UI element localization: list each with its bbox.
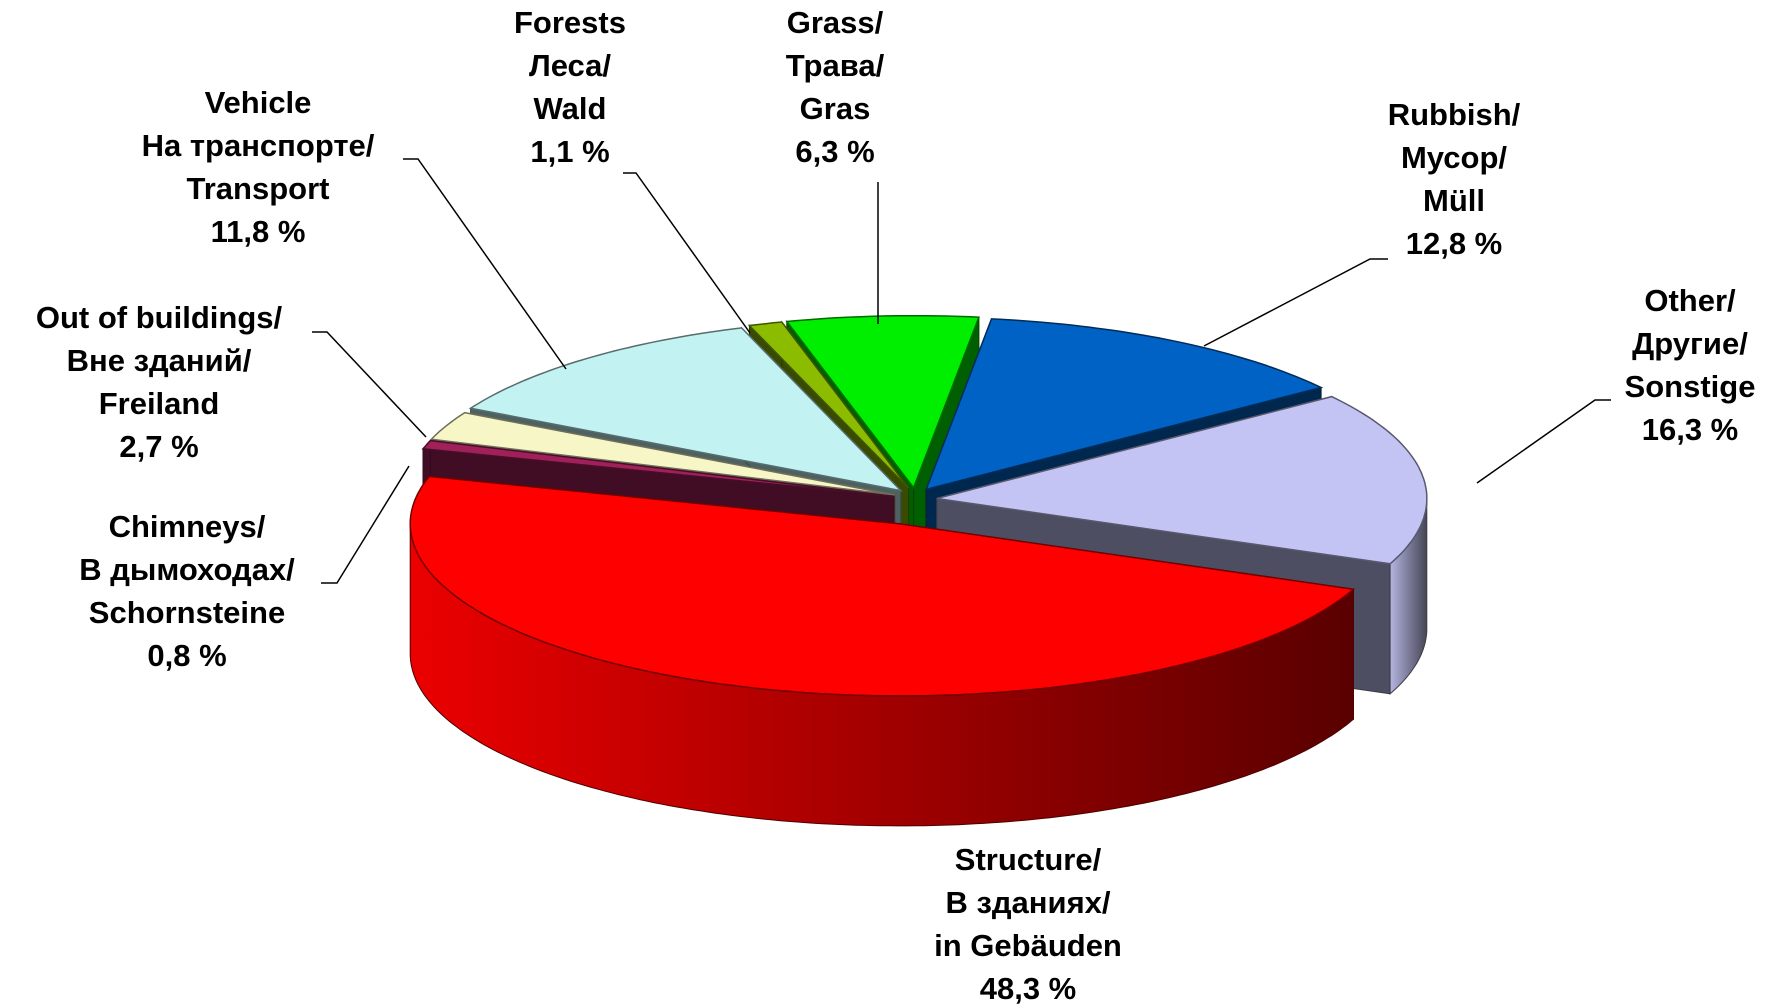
- slice-label: Transport: [187, 171, 330, 206]
- slice-label: Sonstige: [1625, 369, 1756, 404]
- leader-line: [321, 465, 410, 584]
- slice: [429, 411, 896, 496]
- slice-label: Vehicle: [205, 85, 312, 120]
- slice: [421, 439, 895, 498]
- value-label: 2,7 %: [119, 429, 198, 464]
- slice-label: В зданиях/: [945, 885, 1110, 920]
- slice-label: Forests: [514, 5, 626, 40]
- slice-label: Wald: [534, 91, 607, 126]
- slice-label: Другие/: [1632, 326, 1748, 361]
- slice-label: Schornsteine: [89, 595, 285, 630]
- value-label: 6,3 %: [795, 134, 874, 169]
- value-label: 16,3 %: [1642, 412, 1739, 447]
- slice-label: На транспорте/: [142, 128, 375, 163]
- slice-label: Freiland: [99, 386, 220, 421]
- slice-label: Out of buildings/: [36, 300, 283, 335]
- slice-label: Grass/: [787, 5, 884, 40]
- slice-label: Трава/: [786, 48, 885, 83]
- slice-label: Chimneys/: [109, 509, 266, 544]
- slice-label: В дымоходах/: [79, 552, 295, 587]
- slice: [924, 318, 1324, 491]
- value-label: 12,8 %: [1406, 226, 1503, 261]
- slice: [468, 327, 904, 492]
- slice-label: Вне зданий/: [67, 343, 252, 378]
- slice-label: Other/: [1644, 283, 1736, 318]
- value-label: 1,1 %: [530, 134, 609, 169]
- slice: [936, 395, 1428, 565]
- value-label: 11,8 %: [211, 214, 306, 249]
- leader-line: [312, 331, 427, 438]
- leader-line: [403, 158, 567, 370]
- slice-label: Müll: [1423, 183, 1485, 218]
- slice: [785, 314, 980, 490]
- leader-line: [1203, 258, 1388, 347]
- value-label: 0,8 %: [147, 638, 226, 673]
- slice-label: Мусор/: [1401, 140, 1507, 175]
- slice-label: Structure/: [955, 842, 1102, 877]
- slice-label: in Gebäuden: [934, 928, 1122, 963]
- slice: [747, 321, 910, 489]
- slice-label: Rubbish/: [1388, 97, 1521, 132]
- value-label: 48,3 %: [980, 971, 1077, 1004]
- leader-line: [1476, 399, 1611, 484]
- slice-label: Леса/: [529, 48, 611, 83]
- slice: [409, 475, 1356, 697]
- leader-line: [623, 172, 751, 334]
- slice-label: Gras: [800, 91, 871, 126]
